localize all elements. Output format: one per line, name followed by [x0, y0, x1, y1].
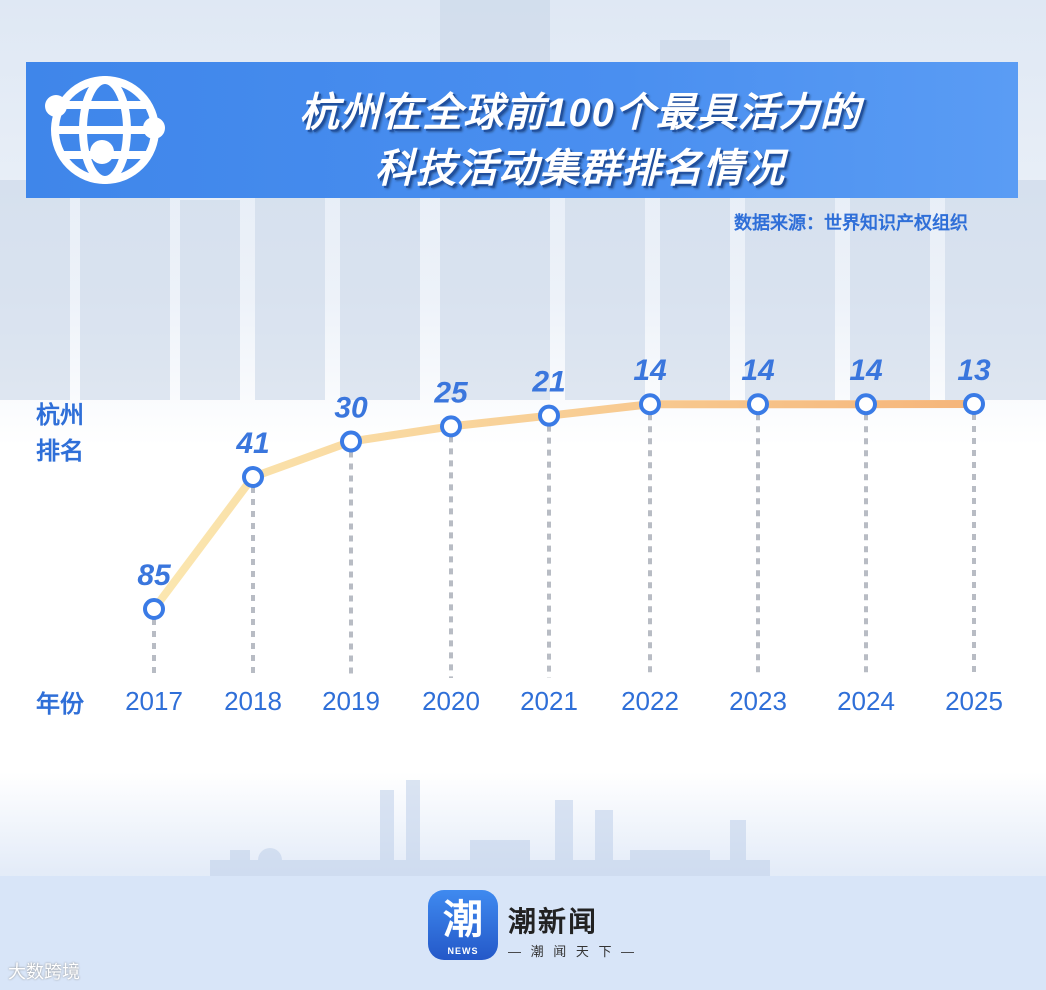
data-point — [340, 430, 362, 453]
data-point — [538, 404, 560, 427]
x-tick-label: 2021 — [520, 686, 578, 716]
data-label: 13 — [957, 354, 991, 387]
data-label: 41 — [235, 427, 269, 460]
app-slogan: — 潮 闻 天 下 — — [508, 944, 638, 959]
data-label: 25 — [433, 376, 469, 409]
data-label: 30 — [334, 392, 368, 425]
data-label: 14 — [633, 354, 667, 387]
app-logo: 潮 NEWS — [428, 890, 498, 960]
app-logo-sub: NEWS — [447, 946, 479, 956]
x-tick-label: 2019 — [322, 686, 380, 716]
x-tick-label: 2025 — [945, 686, 1003, 716]
x-tick-label: 2023 — [729, 686, 787, 716]
data-source: 数据来源：世界知识产权组织 — [734, 213, 968, 233]
footer-bar — [0, 876, 1046, 990]
data-point — [639, 393, 661, 416]
data-point — [855, 393, 877, 416]
chart-title-line1: 杭州在全球前100个最具活力的 — [299, 91, 861, 135]
title-banner — [26, 62, 1018, 198]
data-point — [963, 393, 985, 415]
data-point — [747, 393, 769, 416]
series-line — [150, 400, 978, 613]
x-axis-label: 年份 — [36, 691, 84, 718]
x-tick-label: 2018 — [224, 686, 282, 716]
data-point — [143, 598, 165, 620]
data-label: 85 — [137, 559, 172, 592]
app-name: 潮新闻 — [508, 906, 599, 937]
x-tick-label: 2017 — [125, 686, 183, 716]
skyline-silhouette — [210, 780, 770, 880]
data-point — [242, 466, 264, 489]
globe-icon — [45, 76, 165, 184]
data-point — [440, 415, 462, 438]
data-label: 14 — [849, 354, 883, 387]
x-tick-label: 2020 — [422, 686, 480, 716]
app-logo-char: 潮 — [443, 897, 483, 943]
x-tick-label: 2024 — [837, 686, 895, 716]
x-tick-label: 2022 — [621, 686, 679, 716]
watermark-text: 大数跨境 — [8, 962, 80, 982]
data-label: 21 — [531, 366, 565, 399]
y-axis-label: 杭州排名 — [36, 402, 84, 465]
data-label: 14 — [741, 354, 775, 387]
chart-title-line2: 科技活动集群排名情况 — [375, 147, 785, 191]
